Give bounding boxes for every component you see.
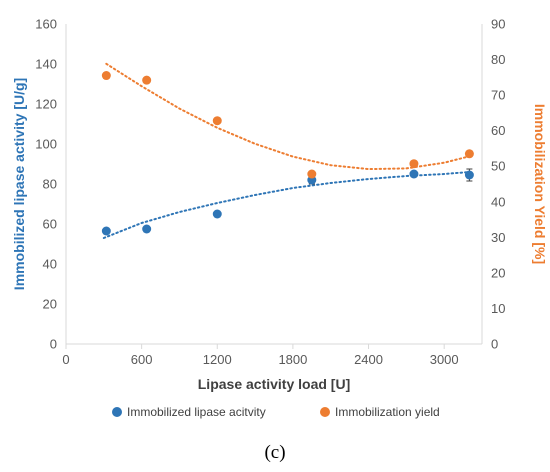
y-left-tick-label: 120 — [35, 97, 57, 112]
data-point-yield — [212, 116, 222, 126]
data-point-activity — [142, 224, 152, 234]
y-left-tick-label: 160 — [35, 17, 57, 32]
x-tick-label: 2400 — [354, 352, 383, 367]
data-points — [101, 71, 474, 236]
trendline-activity — [102, 171, 471, 239]
y-right-tick-label: 80 — [491, 52, 505, 67]
y-right-tick-label: 60 — [491, 123, 505, 138]
y-right-tick-label: 20 — [491, 265, 505, 280]
data-point-yield — [142, 75, 152, 85]
legend-label-activity: Immobilized lipase acitvity — [127, 405, 266, 419]
x-tick-label: 1800 — [278, 352, 307, 367]
y-right-tick-label: 70 — [491, 88, 505, 103]
data-point-yield — [409, 159, 419, 169]
x-tick-label: 0 — [62, 352, 69, 367]
x-tick-label: 3000 — [430, 352, 459, 367]
figure-caption: (c) — [264, 442, 285, 463]
y-left-tick-label: 100 — [35, 137, 57, 152]
y-right-tick-label: 0 — [491, 337, 498, 352]
y-left-tick-label: 20 — [43, 297, 57, 312]
x-axis-title: Lipase activity load [U] — [198, 376, 350, 392]
legend-marker-yield — [320, 407, 330, 417]
data-point-activity — [464, 170, 474, 180]
axes: 0 20 40 60 80 100 120 140 160 0 10 20 30 40 50 60 70 80 90… — [35, 17, 505, 368]
y-left-tick-label: 60 — [43, 217, 57, 232]
data-point-yield — [464, 149, 474, 159]
y-left-tick-label: 0 — [50, 337, 57, 352]
y-right-tick-label: 50 — [491, 159, 505, 174]
x-tick-label: 600 — [131, 352, 153, 367]
legend: Immobilized lipase acitvity Immobilizati… — [112, 405, 440, 419]
trendline-yield — [105, 62, 471, 171]
data-point-yield — [101, 71, 111, 81]
y-right-tick-label: 30 — [491, 230, 505, 245]
y-left-tick-label: 80 — [43, 177, 57, 192]
y-left-tick-label: 140 — [35, 57, 57, 72]
trendlines — [102, 62, 471, 239]
legend-marker-activity — [112, 407, 122, 417]
y-axis-right-title: Immobilization Yield [%] — [532, 104, 548, 264]
data-point-activity — [409, 169, 419, 179]
y-left-tick-label: 40 — [43, 257, 57, 272]
y-right-tick-label: 40 — [491, 194, 505, 209]
y-axis-left-title: Immobilized lipase activity [U/g] — [11, 78, 27, 290]
y-right-tick-label: 10 — [491, 301, 505, 316]
data-point-activity — [212, 209, 222, 219]
y-right-tick-label: 90 — [491, 17, 505, 32]
data-point-yield — [307, 169, 317, 179]
data-point-activity — [101, 226, 111, 236]
legend-label-yield: Immobilization yield — [335, 405, 440, 419]
x-tick-label: 1200 — [203, 352, 232, 367]
